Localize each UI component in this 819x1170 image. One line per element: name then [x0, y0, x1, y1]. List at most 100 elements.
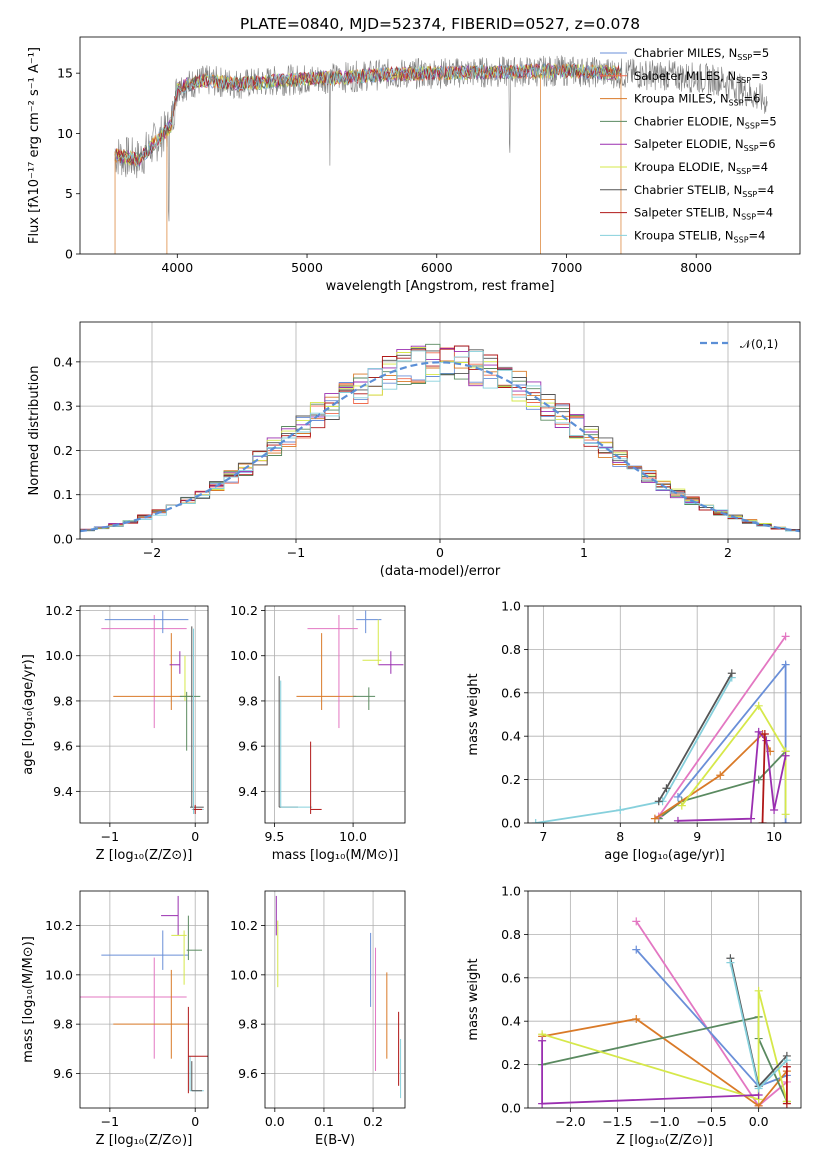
y-axis-label: mass weight	[466, 673, 481, 755]
x-tick-label: −1	[101, 829, 119, 844]
weight-marker	[632, 945, 641, 954]
weight-marker	[654, 797, 663, 806]
y-tick-label: 0.3	[53, 399, 73, 414]
legend-label: Salpeter ELODIE, NSSP=6	[634, 137, 776, 153]
y-tick-label: 9.6	[53, 739, 73, 754]
y-tick-label: 9.8	[53, 1017, 73, 1032]
legend-label-subscript: SSP	[729, 99, 744, 108]
x-axis-label: Z [log₁₀(Z/Z⊙)]	[96, 1133, 193, 1148]
data-point	[101, 615, 187, 729]
panel-mass_vs_Z: −1 0 9.6 9.8 10.0 10.2 Z [log₁₀(Z/Z⊙)] mass [lo…	[21, 890, 209, 1148]
panel-massweight_vs_Z: −2.0 −1.5 −1.0 −0.5 0.0 0.0 0.2 0.4 0.6 0.8 1.0 Z […	[466, 884, 802, 1148]
x-tick-label: −2	[143, 545, 161, 560]
weight-marker	[754, 727, 763, 736]
data-point	[378, 651, 404, 674]
plot-area	[80, 343, 800, 539]
axes-frame	[79, 36, 801, 255]
panel-mass_vs_EBV: 0.0 0.1 0.2 9.6 9.8 10.0 10.2 E(B-V)	[230, 890, 406, 1148]
weight-marker	[758, 819, 767, 823]
model-spectrum-line	[114, 63, 622, 167]
data-point	[186, 915, 203, 961]
legend-label-main: Chabrier STELIB, N	[634, 183, 742, 197]
y-tick-label: 0.8	[501, 927, 521, 942]
y-axis-label: mass [log₁₀(M/M⊙)]	[21, 936, 36, 1063]
x-tick-label: 7	[539, 829, 547, 844]
y-tick-label: 9.4	[238, 784, 258, 799]
legend-label-subscript: SSP	[734, 235, 749, 244]
plot-area	[80, 895, 208, 1094]
x-tick-label: 0.0	[749, 1114, 769, 1129]
weight-marker	[662, 784, 671, 793]
y-tick-label: 10.2	[230, 918, 258, 933]
weight-series-line	[541, 1018, 788, 1108]
x-tick-label: −1.5	[602, 1114, 632, 1129]
weight-series-line	[541, 990, 788, 1102]
legend-label-main: Chabrier ELODIE, N	[634, 114, 745, 128]
plot-area	[531, 632, 790, 823]
y-tick-label: 0.2	[501, 1057, 521, 1072]
axes-frame	[527, 890, 802, 1109]
weight-series-line	[677, 729, 787, 822]
x-tick-label: −1	[287, 545, 305, 560]
x-tick-label: 0.2	[363, 1114, 383, 1129]
y-tick-label: 0	[65, 247, 73, 262]
legend-label-subscript: SSP	[737, 53, 752, 62]
plot-area	[275, 895, 402, 1099]
legend-label: Kroupa STELIB, NSSP=4	[634, 228, 765, 244]
y-tick-label: 5	[65, 186, 73, 201]
axes-frame	[79, 605, 209, 824]
y-tick-label: 0.0	[501, 1101, 521, 1116]
x-axis-label: (data-model)/error	[380, 564, 501, 579]
weight-series-line	[658, 750, 787, 820]
x-axis-label: wavelength [Angstrom, rest frame]	[326, 279, 555, 294]
legend-label-main: Kroupa ELODIE, N	[634, 160, 736, 174]
axes-frame	[79, 321, 801, 540]
data-point	[104, 610, 189, 634]
panel-spectrum: 4000 5000 6000 7000 8000 0 5 10 15 wavelength [An…	[27, 36, 801, 294]
legend-label-main: Salpeter MILES, N	[634, 69, 736, 83]
legend-label-value: =4	[756, 206, 773, 220]
data-point	[296, 633, 357, 710]
panel-age_vs_Z: −1 0 9.4 9.6 9.8 10.0 10.2 Z [log₁₀(Z/Z⊙)] age […	[21, 603, 209, 863]
weight-series-line	[657, 635, 787, 818]
legend-label: 𝒩(0,1)	[740, 337, 778, 351]
legend-label: Chabrier ELODIE, NSSP=5	[634, 114, 777, 130]
x-axis-label: mass [log₁₀(M/M⊙)]	[272, 848, 399, 863]
y-tick-label: 1.0	[501, 884, 521, 899]
y-tick-label: 0.6	[501, 970, 521, 985]
data-point	[190, 626, 204, 808]
x-tick-label: 6000	[421, 260, 453, 275]
data-point	[307, 615, 358, 729]
y-axis-label: mass weight	[466, 958, 481, 1040]
y-tick-label: 0.4	[501, 1014, 521, 1029]
weight-marker	[538, 1099, 547, 1108]
data-point	[353, 687, 376, 710]
y-tick-label: 10.0	[230, 967, 258, 982]
y-tick-label: 9.4	[53, 784, 73, 799]
x-tick-label: 0	[436, 545, 444, 560]
legend-label-value: =5	[752, 46, 769, 60]
data-point	[113, 633, 194, 710]
y-tick-label: 10.0	[230, 648, 258, 663]
x-tick-label: 8000	[680, 260, 712, 275]
axes-frame	[527, 605, 802, 824]
plot-area	[114, 55, 768, 254]
x-axis-label: age [log₁₀(age/yr)]	[604, 848, 725, 863]
legend-label-main: Salpeter ELODIE, N	[634, 137, 744, 151]
x-tick-label: 9.5	[264, 829, 284, 844]
data-point	[280, 680, 313, 808]
legend-label: Salpeter MILES, NSSP=3	[634, 69, 768, 85]
panel-massweight_vs_age: 7 8 9 10 0.0 0.2 0.4 0.6 0.8 1.0 age [log₁₀(age/yr…	[466, 599, 802, 863]
legend-label-main: Kroupa STELIB, N	[634, 228, 734, 242]
legend-label: Salpeter STELIB, NSSP=4	[634, 206, 773, 222]
y-tick-label: 1.0	[501, 599, 521, 614]
weight-marker	[716, 771, 725, 780]
axes-frame	[79, 890, 209, 1109]
y-tick-label: 0.4	[501, 729, 521, 744]
data-point	[113, 969, 189, 1059]
panel-residuals: −2 −1 0 1 2 0.0 0.1 0.2 0.3 0.4 (data-model)/error…	[27, 321, 801, 579]
panel-age_vs_mass: 9.5 10.0 9.4 9.6 9.8 10.0 10.2 mass [log₁₀(M/M⊙…	[230, 603, 406, 863]
y-tick-label: 9.8	[238, 1017, 258, 1032]
y-tick-label: 10.2	[230, 603, 258, 618]
